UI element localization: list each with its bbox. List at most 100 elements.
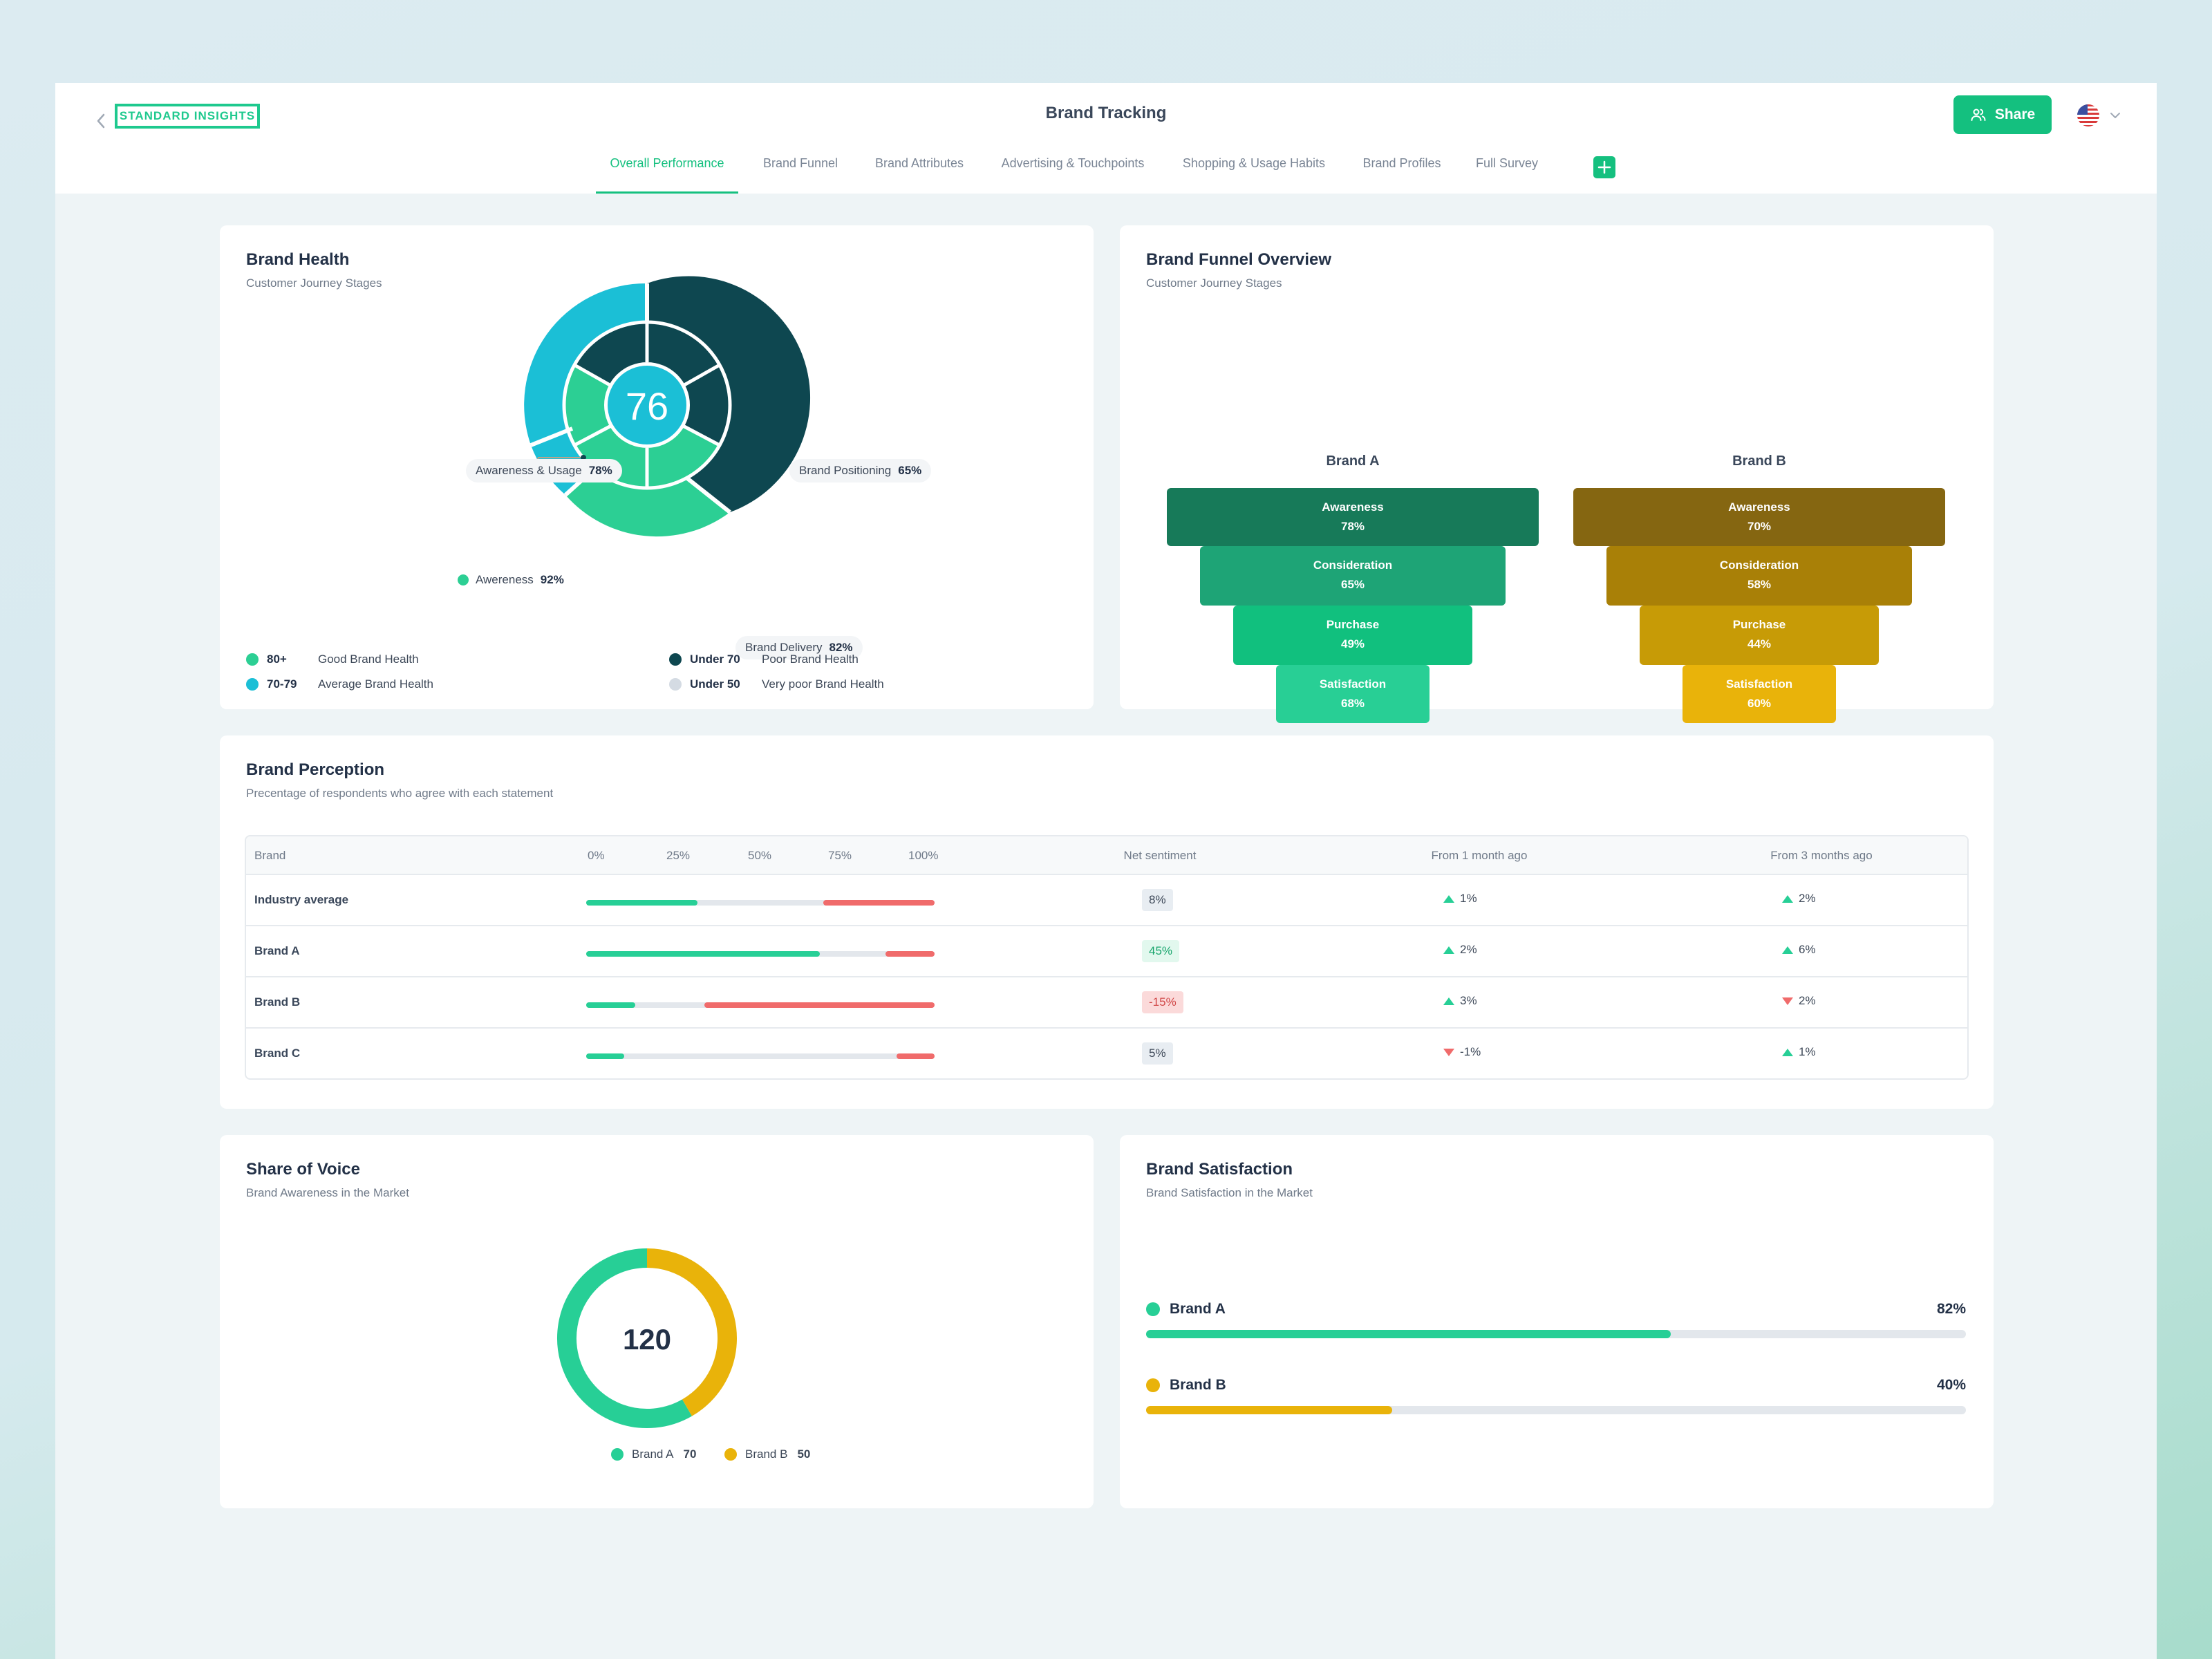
table-header: Brand 0% 25% 50% 75% 100% Net sentiment … [246, 836, 1967, 875]
sentiment-bar [586, 900, 935, 906]
satisfaction-value: 82% [1936, 1301, 1966, 1317]
tab-brand-attributes[interactable]: Brand Attributes [874, 156, 964, 170]
chevron-left-icon [97, 113, 105, 129]
app-window: STANDARD INSIGHTS Brand Tracking Share [55, 83, 2157, 1659]
disagree-segment [896, 1053, 935, 1059]
arrow-down-icon [1443, 1048, 1454, 1056]
logo[interactable]: STANDARD INSIGHTS [115, 104, 260, 129]
arrow-down-icon [1782, 997, 1793, 1005]
outer-segment-awareness-usage [524, 283, 647, 445]
table-row: Industry average 8% 1% 2% [246, 875, 1967, 926]
chevron-down-icon [2110, 113, 2120, 118]
net-sentiment-badge: 5% [1142, 1042, 1173, 1065]
funnel-brand-b-title: Brand B [1732, 453, 1786, 469]
legend-dot [669, 653, 682, 666]
legend-dot [724, 1448, 737, 1461]
brand-satisfaction-subtitle: Brand Satisfaction in the Market [1146, 1186, 1313, 1199]
agree-segment [586, 1053, 625, 1059]
satisfaction-track [1146, 1406, 1966, 1414]
arrow-up-icon [1443, 946, 1454, 954]
awareness-dot [458, 574, 469, 585]
brand-health-title: Brand Health [246, 250, 350, 269]
page-title: Brand Tracking [1045, 104, 1167, 122]
language-selector[interactable] [2077, 104, 2125, 129]
net-sentiment-badge: 45% [1142, 940, 1180, 962]
back-button[interactable] [87, 104, 115, 138]
table-row: Brand A 45% 2% 6% [246, 926, 1967, 977]
add-tab-button[interactable] [1593, 156, 1615, 178]
brand-perception-subtitle: Precentage of respondents who agree with… [246, 787, 554, 800]
brand-perception-title: Brand Perception [246, 760, 385, 779]
us-flag-icon [2077, 104, 2099, 126]
header-1-month: From 1 month ago [1431, 849, 1528, 862]
tab-bar: Overall Performance Brand Funnel Brand A… [55, 156, 2157, 194]
tab-brand-profiles[interactable]: Brand Profiles [1362, 156, 1441, 170]
sov-legend-brand-b: Brand B 50 [724, 1447, 810, 1461]
legend-very-poor: Under 50 Very poor Brand Health [669, 677, 884, 691]
arrow-up-icon [1782, 894, 1793, 903]
arrow-up-icon [1443, 894, 1454, 903]
change-3-months: 6% [1782, 943, 1816, 957]
arrow-up-icon [1782, 1048, 1793, 1056]
satisfaction-brand-label: Brand B [1146, 1377, 1226, 1394]
sov-legend-brand-a: Brand A 70 [611, 1447, 696, 1461]
users-icon [1971, 109, 1986, 121]
funnel-b-purchase: Purchase 44% [1640, 606, 1879, 665]
share-of-voice-title: Share of Voice [246, 1160, 360, 1179]
brand-funnel-subtitle: Customer Journey Stages [1146, 276, 1282, 290]
disagree-segment [823, 900, 935, 906]
brand-funnel-card: Brand Funnel Overview Customer Journey S… [1120, 225, 1994, 723]
satisfaction-fill [1146, 1406, 1392, 1414]
callout-awareness-usage: Awareness & Usage 78% [466, 459, 622, 482]
share-of-voice-donut: 120 [557, 1248, 737, 1428]
header-net-sentiment: Net sentiment [1123, 849, 1197, 862]
callout-brand-delivery: Brand Delivery 82% [735, 636, 863, 659]
brand-health-card: Brand Health Customer Journey Stages [220, 225, 1094, 709]
tab-full-survey[interactable]: Full Survey [1475, 156, 1539, 170]
brand-perception-card: Brand Perception Precentage of responden… [220, 735, 1994, 1109]
funnel-brand-a-title: Brand A [1326, 453, 1380, 469]
arrow-up-icon [1782, 946, 1793, 954]
funnel-b-satisfaction: Satisfaction 60% [1683, 665, 1836, 723]
brand-satisfaction-card: Brand Satisfaction Brand Satisfaction in… [1120, 1135, 1994, 1508]
tab-advertising-touchpoints[interactable]: Advertising & Touchpoints [1001, 156, 1145, 170]
legend-dot [246, 653, 259, 666]
header-tick-50: 50% [748, 849, 772, 862]
funnel-a-consideration: Consideration 65% [1200, 546, 1506, 606]
funnel-a-awareness: Awareness 78% [1167, 488, 1539, 546]
tab-shopping-usage-habits[interactable]: Shopping & Usage Habits [1182, 156, 1326, 170]
agree-segment [586, 900, 698, 906]
brand-health-radial-chart: 76 [523, 276, 811, 537]
sentiment-bar [586, 1053, 935, 1059]
arrow-up-icon [1443, 997, 1454, 1005]
legend-dot [669, 678, 682, 691]
change-3-months: 1% [1782, 1045, 1816, 1059]
inner-segment-top-right [647, 322, 720, 386]
share-button[interactable]: Share [1953, 95, 2052, 134]
funnel-a-purchase: Purchase 49% [1233, 606, 1472, 665]
plus-icon [1597, 160, 1611, 174]
net-sentiment-badge: 8% [1142, 889, 1173, 911]
brand-b-dot [1146, 1378, 1160, 1392]
legend-average: 70-79 Average Brand Health [246, 677, 433, 691]
row-brand-name: Brand B [254, 995, 301, 1009]
table-row: Brand C 5% -1% 1% [246, 1029, 1967, 1078]
tab-brand-funnel[interactable]: Brand Funnel [762, 156, 838, 170]
satisfaction-value: 40% [1936, 1377, 1966, 1393]
table-row: Brand B -15% 3% 2% [246, 977, 1967, 1029]
change-1-month: -1% [1443, 1045, 1481, 1059]
perception-table: Brand 0% 25% 50% 75% 100% Net sentiment … [245, 835, 1969, 1080]
brand-funnel-title: Brand Funnel Overview [1146, 250, 1332, 269]
brand-health-score: 76 [626, 384, 668, 428]
change-1-month: 1% [1443, 892, 1477, 906]
funnel-a-satisfaction: Satisfaction 68% [1276, 665, 1430, 723]
header-tick-75: 75% [828, 849, 852, 862]
header-tick-100: 100% [908, 849, 939, 862]
tab-overall-performance[interactable]: Overall Performance [596, 156, 738, 194]
share-label: Share [1994, 106, 2036, 122]
callout-brand-positioning: Brand Positioning 65% [789, 459, 932, 482]
satisfaction-track [1146, 1330, 1966, 1338]
legend-poor: Under 70 Poor Brand Health [669, 653, 859, 666]
change-1-month: 2% [1443, 943, 1477, 957]
header-3-months: From 3 months ago [1770, 849, 1873, 862]
